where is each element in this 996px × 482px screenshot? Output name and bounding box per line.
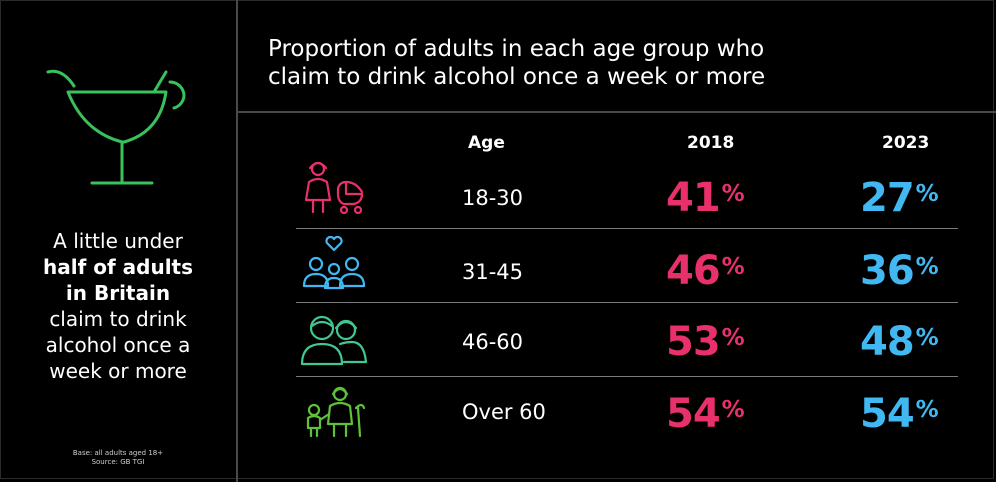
value-number: 54	[666, 391, 721, 437]
base-note-line-2: Source: GB TGI	[91, 458, 145, 466]
value-number: 53	[666, 319, 721, 365]
age-label-row-2: 31-45	[462, 260, 524, 284]
value-number: 54	[860, 391, 915, 437]
percent-sign: %	[915, 325, 939, 351]
row-separator	[296, 376, 958, 377]
percent-sign: %	[915, 181, 939, 207]
two-adults-icon	[300, 315, 368, 366]
horizontal-divider	[238, 111, 996, 113]
cocktail-glass-icon	[46, 69, 186, 185]
column-header-2018: 2018	[687, 133, 735, 153]
family-with-heart-icon	[302, 236, 366, 290]
percent-sign: %	[721, 254, 745, 280]
value-2023-row-4: 54%	[860, 391, 939, 437]
summary-line-3: in Britain	[65, 281, 171, 305]
summary-line-1: A little under	[53, 229, 183, 253]
age-label-row-4: Over 60	[462, 400, 546, 424]
value-number: 27	[860, 175, 915, 221]
percent-sign: %	[915, 254, 939, 280]
summary-statement: A little under half of adults in Britain…	[0, 228, 236, 384]
chart-title-line-2: claim to drink alcohol once a week or mo…	[268, 64, 766, 90]
column-header-2023: 2023	[882, 133, 930, 153]
base-note-line-1: Base: all adults aged 18+	[72, 449, 164, 457]
value-number: 48	[860, 319, 915, 365]
value-number: 46	[666, 248, 721, 294]
mother-with-pram-icon	[304, 161, 364, 215]
value-2018-row-2: 46%	[666, 248, 745, 294]
age-label-row-1: 18-30	[462, 186, 524, 210]
base-note: Base: all adults aged 18+ Source: GB TGI	[0, 449, 236, 467]
value-number: 41	[666, 175, 721, 221]
percent-sign: %	[721, 325, 745, 351]
percent-sign: %	[721, 181, 745, 207]
summary-line-6: week or more	[49, 359, 187, 383]
value-2018-row-3: 53%	[666, 319, 745, 365]
value-2023-row-1: 27%	[860, 175, 939, 221]
summary-line-4: claim to drink	[49, 307, 187, 331]
value-2018-row-4: 54%	[666, 391, 745, 437]
value-2023-row-2: 36%	[860, 248, 939, 294]
value-2018-row-1: 41%	[666, 175, 745, 221]
summary-line-5: alcohol once a	[45, 333, 191, 357]
row-separator	[296, 302, 958, 303]
vertical-divider	[236, 0, 238, 482]
row-separator	[296, 228, 958, 229]
value-2023-row-3: 48%	[860, 319, 939, 365]
summary-line-2: half of adults	[42, 255, 194, 279]
age-label-row-3: 46-60	[462, 330, 524, 354]
percent-sign: %	[915, 397, 939, 423]
chart-title: Proportion of adults in each age group w…	[268, 35, 968, 91]
column-header-age: Age	[468, 133, 505, 153]
grandparent-with-child-icon	[306, 386, 366, 438]
value-number: 36	[860, 248, 915, 294]
percent-sign: %	[721, 397, 745, 423]
chart-title-line-1: Proportion of adults in each age group w…	[268, 36, 765, 62]
